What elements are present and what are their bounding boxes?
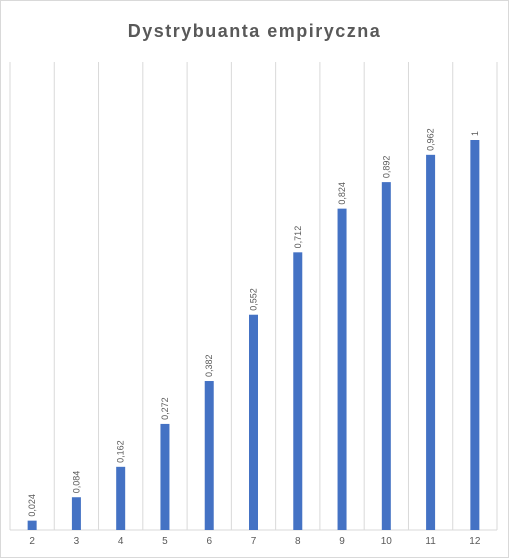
x-tick-label-9: 9 xyxy=(339,536,345,547)
bar-6 xyxy=(204,381,214,530)
bar-5 xyxy=(160,423,170,530)
bar-9 xyxy=(337,208,347,530)
x-tick-label-2: 2 xyxy=(29,536,35,547)
data-label-7: 0,552 xyxy=(249,288,259,311)
bar-2 xyxy=(27,520,37,530)
data-label-6: 0,382 xyxy=(204,354,214,377)
bar-4 xyxy=(116,466,126,530)
x-tick-label-12: 12 xyxy=(469,536,481,547)
x-tick-label-5: 5 xyxy=(162,536,168,547)
data-label-3: 0,084 xyxy=(71,471,81,494)
bar-8 xyxy=(293,252,303,530)
chart-title: Dystrybuanta empiryczna xyxy=(127,21,382,41)
data-label-11: 0,962 xyxy=(426,128,436,151)
x-tick-label-7: 7 xyxy=(251,536,257,547)
data-label-2: 0,024 xyxy=(27,494,37,517)
data-label-8: 0,712 xyxy=(293,226,303,249)
x-tick-label-4: 4 xyxy=(118,536,124,547)
bar-12 xyxy=(470,140,480,530)
bar-7 xyxy=(249,314,258,530)
data-label-10: 0,892 xyxy=(381,156,391,179)
x-tick-label-10: 10 xyxy=(381,536,393,547)
bar-10 xyxy=(381,182,391,530)
bar-3 xyxy=(71,497,81,530)
data-label-5: 0,272 xyxy=(160,397,170,420)
data-label-4: 0,162 xyxy=(116,440,126,463)
x-tick-label-6: 6 xyxy=(206,536,212,547)
x-tick-label-11: 11 xyxy=(425,536,436,547)
x-tick-label-3: 3 xyxy=(74,536,80,547)
data-label-12: 1 xyxy=(470,131,480,136)
bar-11 xyxy=(426,154,436,530)
data-label-9: 0,824 xyxy=(337,182,347,205)
x-tick-label-8: 8 xyxy=(295,536,301,547)
